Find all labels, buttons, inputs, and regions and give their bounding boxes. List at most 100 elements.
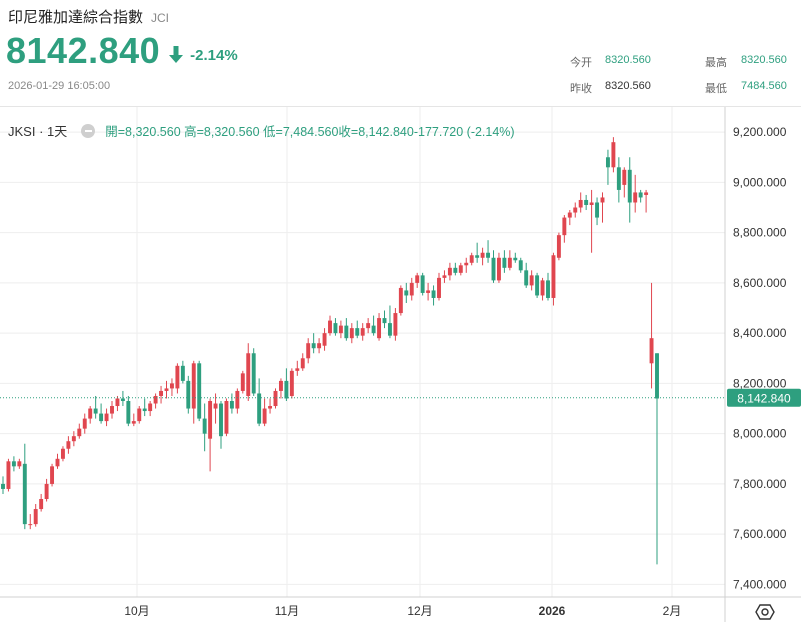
candle-body — [333, 323, 338, 334]
candle-body — [180, 365, 185, 381]
candle-body — [186, 380, 191, 409]
last-price-label: 8,142.840 — [737, 391, 791, 405]
candle — [486, 240, 491, 263]
candle — [546, 272, 550, 301]
candle-body — [22, 463, 27, 525]
candle — [655, 353, 659, 565]
candle — [257, 378, 262, 427]
candle-body — [567, 212, 572, 218]
candle-body — [159, 390, 164, 396]
candle — [262, 398, 267, 427]
candle-body — [507, 257, 512, 268]
candle-body — [126, 401, 131, 424]
candle-body — [655, 353, 659, 399]
candle-body — [131, 421, 136, 424]
candle-body — [120, 398, 125, 401]
candle — [71, 431, 76, 447]
candle-body — [229, 401, 234, 409]
candle — [175, 363, 180, 394]
candle-body — [398, 287, 403, 314]
candle-body — [502, 257, 507, 268]
candle-body — [289, 370, 294, 396]
candle-body — [540, 280, 545, 296]
candle — [556, 232, 561, 261]
candle-body — [60, 448, 65, 459]
candle — [208, 398, 213, 472]
candle-body — [93, 408, 98, 414]
candle — [11, 456, 16, 472]
y-tick-label: 8,400.000 — [733, 326, 787, 340]
candle-body — [589, 202, 594, 205]
candle-body — [99, 413, 104, 422]
candle-body — [556, 235, 561, 258]
x-tick-label: 12月 — [407, 604, 432, 618]
candle — [159, 385, 164, 404]
index-name: 印尼雅加達綜合指數 — [8, 9, 144, 26]
candle — [540, 277, 545, 301]
candle-body — [524, 270, 529, 286]
candle-body — [491, 257, 496, 281]
candle-body — [268, 406, 273, 409]
candle-body — [638, 192, 643, 198]
candle — [50, 463, 55, 487]
candle-body — [600, 197, 605, 203]
candle — [82, 413, 87, 434]
candle — [371, 315, 376, 336]
candle-body — [529, 275, 534, 286]
candle-body — [77, 428, 82, 437]
current-price: 8142.840 — [6, 30, 161, 71]
open-label: 今开 — [570, 57, 592, 69]
candle-body — [404, 290, 409, 296]
candle-body — [496, 257, 501, 281]
low-value: 7484.560 — [741, 80, 787, 92]
candle — [115, 395, 120, 412]
x-tick-label: 10月 — [124, 604, 149, 618]
prev-close-label: 昨收 — [570, 83, 592, 95]
candle-body — [344, 325, 349, 339]
candle — [502, 250, 507, 273]
candle — [235, 388, 240, 414]
candle-body — [447, 267, 452, 276]
candle — [66, 436, 71, 454]
candle — [426, 282, 431, 301]
candle-body — [480, 252, 485, 258]
candle — [126, 395, 131, 427]
candle-body — [55, 458, 60, 467]
candle-body — [551, 255, 556, 298]
open-value: 8320.560 — [605, 54, 651, 66]
change-percent: -2.14% — [190, 46, 238, 64]
grid-lines — [0, 107, 725, 597]
candle-body — [262, 408, 267, 424]
candle — [44, 478, 49, 502]
candle-body — [426, 290, 431, 293]
candle — [219, 401, 223, 449]
candle — [306, 338, 311, 364]
candles — [1, 137, 659, 565]
x-tick-label: 2月 — [663, 604, 682, 618]
high-value: 8320.560 — [741, 54, 787, 66]
candle — [567, 210, 572, 226]
candle — [317, 338, 322, 354]
price-row: 8142.840 -2.14% — [6, 30, 238, 72]
candle-body — [17, 461, 22, 467]
candlestick-chart[interactable]: 7,400.000 7,600.000 7,800.000 8,000.000 8,20… — [0, 107, 801, 622]
candle-body — [371, 325, 376, 334]
candle — [633, 174, 638, 213]
candle-body — [142, 408, 147, 412]
candle — [284, 368, 289, 401]
candle — [518, 257, 523, 273]
candle-body — [649, 338, 654, 364]
minus-icon[interactable] — [81, 123, 96, 138]
candle — [251, 348, 256, 396]
high-label: 最高 — [705, 57, 727, 69]
candle — [513, 252, 518, 263]
candle — [93, 395, 98, 419]
settings-icon[interactable] — [755, 603, 775, 621]
candle-body — [420, 275, 425, 293]
candle-body — [300, 358, 305, 369]
candle-body — [311, 343, 316, 349]
y-tick-label: 7,800.000 — [733, 477, 787, 491]
y-tick-label: 7,600.000 — [733, 527, 787, 541]
candle — [104, 408, 109, 427]
y-tick-label: 7,400.000 — [733, 577, 787, 591]
